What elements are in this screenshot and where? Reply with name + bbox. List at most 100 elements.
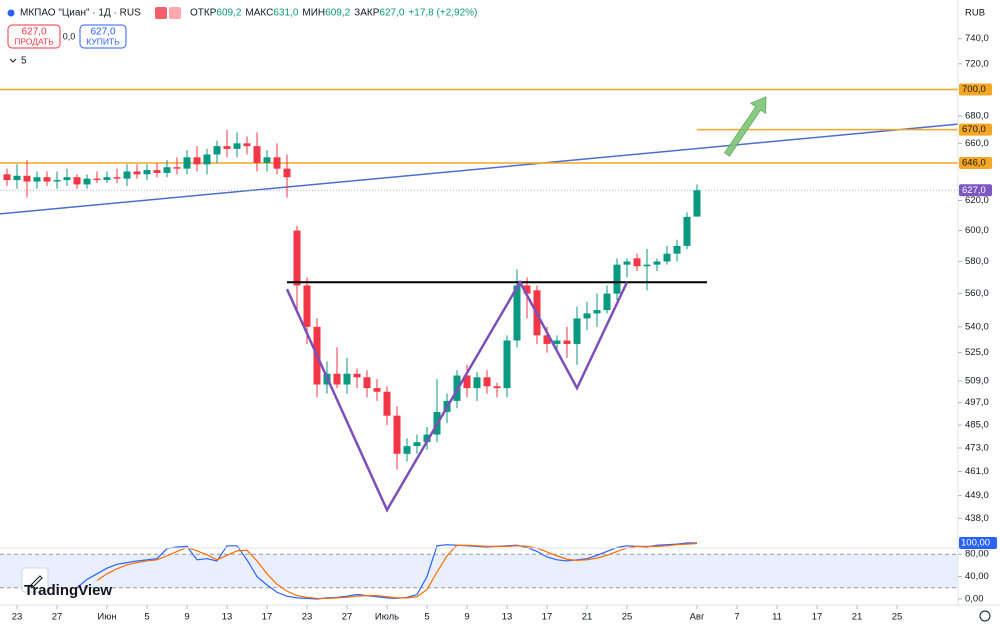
currency[interactable]: RUB (965, 8, 985, 19)
candle-body (203, 154, 211, 165)
candle-body (513, 285, 521, 341)
last-price-box (959, 184, 992, 197)
x-tick-label: 7 (734, 612, 739, 623)
y-tick-label: 438,0 (965, 513, 989, 524)
level-label-box (959, 83, 992, 96)
candle-body (223, 146, 231, 149)
y-tick-label: 485,0 (965, 420, 989, 431)
sell-price: 627,0 (21, 27, 46, 38)
candle-body (213, 146, 221, 155)
x-tick-label: 17 (812, 612, 823, 623)
spread: 0,0 (63, 31, 76, 41)
candle-body (653, 261, 661, 265)
candle-body (253, 146, 261, 163)
candle-body (263, 157, 271, 163)
stoch-line (96, 542, 698, 600)
x-tick-label: 11 (772, 612, 782, 623)
x-tick-label: 5 (424, 612, 429, 623)
stoch-tick-label: 80,00 (965, 549, 989, 560)
candle-body (583, 313, 591, 319)
candle-body (13, 175, 21, 181)
candle-body (373, 388, 381, 392)
x-tick-label: Авг (690, 612, 705, 623)
pattern (285, 279, 629, 513)
candle-body (413, 442, 421, 447)
settings[interactable] (979, 610, 991, 622)
candle-body (3, 174, 11, 181)
candle-body (353, 373, 361, 378)
x-tick-label: 9 (184, 612, 189, 623)
y-tick-label: 540,0 (965, 321, 989, 332)
y-tick-label: 740,0 (965, 33, 989, 44)
stoch-tick-label: 40,00 (965, 571, 989, 582)
candle-body (303, 285, 311, 327)
candle-body (543, 335, 551, 344)
candle-body (693, 190, 701, 217)
stoch-current-label: 100,00 (961, 538, 990, 549)
arrow (723, 96, 767, 157)
ohlc-value: 609,2 (216, 8, 241, 19)
candle-body (243, 143, 251, 147)
sell-button[interactable] (7, 24, 61, 49)
y-tick-label: 497,0 (965, 397, 989, 408)
ohlc-value: 609,2 (325, 8, 350, 19)
y-tick-label: 509,0 (965, 375, 989, 386)
level-label-box (959, 123, 992, 136)
candle-body (53, 180, 61, 182)
candle-body (33, 177, 41, 182)
buy-button[interactable] (79, 24, 127, 49)
candle-body (573, 318, 581, 344)
y-tick-label: 560,0 (965, 288, 989, 299)
indicator-count: 5 (21, 56, 27, 67)
candle-body (403, 446, 411, 454)
candle-body (423, 434, 431, 443)
candle-body (623, 261, 631, 265)
logo: TradingView (24, 582, 112, 599)
badge (169, 7, 181, 19)
draw-tool[interactable] (21, 567, 49, 593)
x-tick-label: 23 (12, 612, 23, 623)
candle-body (293, 230, 301, 286)
x-tick-label: 27 (52, 612, 63, 623)
symbol[interactable]: МКПАО "Циан" · 1Д · RUS (20, 8, 141, 19)
stoch-band (0, 554, 958, 588)
last-price-label: 627,0 (962, 185, 986, 196)
candle-body (643, 264, 651, 267)
plot (0, 88, 959, 600)
x-tick-label: Июн (97, 612, 116, 623)
badge (155, 7, 167, 19)
y-tick-label: 580,0 (965, 256, 989, 267)
x-tick-label: Июль (375, 612, 399, 623)
candle-body (463, 375, 471, 389)
y-tick-label: 525,0 (965, 347, 989, 358)
stoch-tick-label: 0,00 (965, 594, 984, 605)
candle-body (143, 170, 151, 175)
y-tick-label: 660,0 (965, 138, 989, 149)
x-tick-label: 23 (302, 612, 313, 623)
candle-body (633, 258, 641, 267)
candle-body (83, 178, 91, 185)
symbol-icon (7, 9, 15, 17)
y-tick-label: 461,0 (965, 466, 989, 477)
trendline (0, 123, 959, 215)
candle-body (473, 377, 481, 389)
ohlc-label: МАКС (245, 8, 273, 19)
y-tick-label: 620,0 (965, 195, 989, 206)
candle-body (93, 178, 101, 181)
y-tick-label: 449,0 (965, 490, 989, 501)
ohlc-value: 631,0 (273, 8, 298, 19)
candle-body (173, 167, 181, 169)
candle-body (563, 340, 571, 344)
x-tick-label: 21 (852, 612, 863, 623)
x-tick-label: 17 (262, 612, 273, 623)
candle-body (663, 253, 671, 262)
level-label: 700,0 (962, 84, 986, 95)
candle-body (593, 310, 601, 314)
candle-body (163, 167, 171, 173)
candle-body (493, 386, 501, 389)
y-tick-label: 600,0 (965, 225, 989, 236)
level-label: 646,0 (962, 157, 986, 168)
collapse-icon[interactable] (9, 58, 17, 63)
draw-icon (29, 575, 43, 589)
